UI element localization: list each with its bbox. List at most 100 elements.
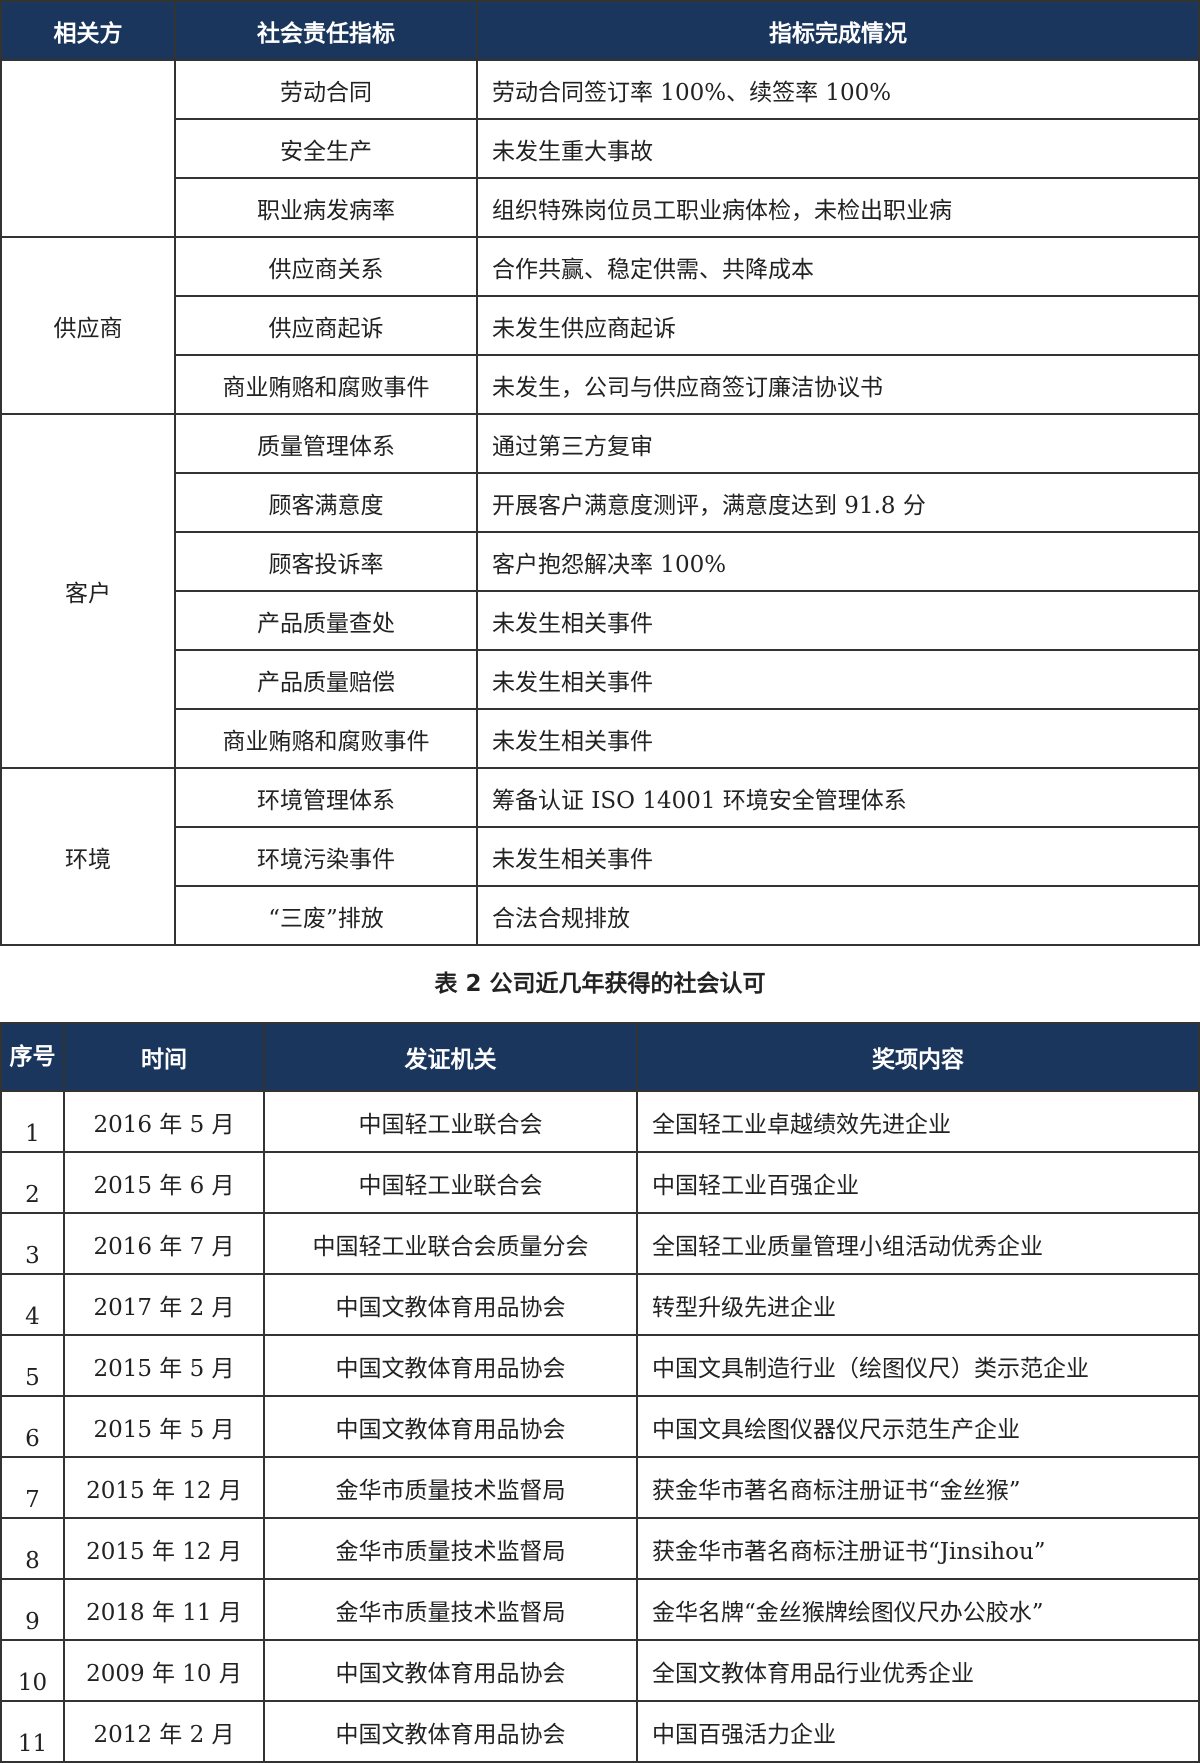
status-cell: 未发生供应商起诉	[476, 295, 1200, 356]
header-award: 奖项内容	[636, 1022, 1200, 1092]
award-cell: 金华名牌“金丝猴牌绘图仪尺办公胶水”	[636, 1578, 1200, 1641]
seq-cell: 3	[0, 1212, 65, 1275]
award-cell: 中国轻工业百强企业	[636, 1151, 1200, 1214]
table-row: 6 2015 年 5 月中国文教体育用品协会 中国文具绘图仪器仪尺示范生产企业	[0, 1395, 1200, 1458]
status-cell: 筹备认证 ISO 14001 环境安全管理体系	[476, 767, 1200, 828]
table-row: “三废”排放 合法合规排放	[1, 885, 1200, 946]
time-cell: 2015 年 6 月	[63, 1151, 265, 1214]
seq-cell: 2	[0, 1151, 65, 1214]
award-cell: 中国文具制造行业（绘图仪尺）类示范企业	[636, 1334, 1200, 1397]
time-cell: 2016 年 7 月	[63, 1212, 265, 1275]
indicator-cell: 环境管理体系	[174, 767, 478, 828]
status-cell: 通过第三方复审	[476, 413, 1200, 474]
seq-cell: 9	[0, 1578, 65, 1641]
issuer-cell: 中国文教体育用品协会	[263, 1639, 638, 1702]
table-caption: 表 2 公司近几年获得的社会认可	[434, 971, 766, 997]
status-cell: 未发生相关事件	[476, 826, 1200, 887]
status-cell: 合作共赢、稳定供需、共降成本	[476, 236, 1200, 297]
seq-cell: 5	[0, 1334, 65, 1397]
party-cell: 供应商	[0, 236, 176, 415]
time-cell: 2015 年 12 月	[63, 1456, 265, 1519]
issuer-cell: 中国轻工业联合会	[263, 1090, 638, 1153]
award-cell: 获金华市著名商标注册证书“Jinsihou”	[636, 1517, 1200, 1580]
issuer-cell: 中国文教体育用品协会	[263, 1395, 638, 1458]
time-cell: 2012 年 2 月	[63, 1700, 265, 1763]
indicator-cell: 顾客投诉率	[174, 531, 478, 592]
issuer-cell: 中国文教体育用品协会	[263, 1700, 638, 1763]
indicator-cell: 供应商起诉	[174, 295, 478, 356]
seq-cell: 6	[0, 1395, 65, 1458]
table-row: 劳动合同 劳动合同签订率 100%、续签率 100%	[0, 59, 1200, 238]
seq-cell: 1	[0, 1090, 65, 1153]
table-header-row: 序号 时间 发证机关 奖项内容	[0, 1022, 1200, 1092]
table-row: 7 2015 年 12 月金华市质量技术监督局 获金华市著名商标注册证书“金丝猴”	[0, 1456, 1200, 1519]
table-row: 环境污染事件 未发生相关事件	[1, 826, 1200, 887]
table-row: 客户 质量管理体系 通过第三方复审	[0, 413, 1200, 769]
party-cell: 环境	[0, 767, 176, 946]
indicator-cell: 商业贿赂和腐败事件	[174, 708, 478, 769]
indicator-cell: 职业病发病率	[174, 177, 478, 238]
award-cell: 获金华市著名商标注册证书“金丝猴”	[636, 1456, 1200, 1519]
table-row: 顾客满意度 开展客户满意度测评，满意度达到 91.8 分	[1, 472, 1200, 533]
table-row: 10 2009 年 10 月中国文教体育用品协会 全国文教体育用品行业优秀企业	[0, 1639, 1200, 1702]
status-cell: 组织特殊岗位员工职业病体检，未检出职业病	[476, 177, 1200, 238]
status-cell: 未发生重大事故	[476, 118, 1200, 179]
indicator-cell: 顾客满意度	[174, 472, 478, 533]
award-cell: 全国轻工业质量管理小组活动优秀企业	[636, 1212, 1200, 1275]
status-cell: 未发生相关事件	[476, 708, 1200, 769]
table-row: 安全生产 未发生重大事故	[1, 118, 1200, 179]
time-cell: 2009 年 10 月	[63, 1639, 265, 1702]
award-cell: 中国文具绘图仪器仪尺示范生产企业	[636, 1395, 1200, 1458]
seq-cell: 11	[0, 1700, 65, 1763]
table-row: 产品质量赔偿 未发生相关事件	[1, 649, 1200, 710]
table-row: 8 2015 年 12 月金华市质量技术监督局 获金华市著名商标注册证书“Jinsi…	[0, 1517, 1200, 1580]
table-row: 2 2015 年 6 月中国轻工业联合会 中国轻工业百强企业	[0, 1151, 1200, 1214]
award-cell: 全国文教体育用品行业优秀企业	[636, 1639, 1200, 1702]
seq-cell: 10	[0, 1639, 65, 1702]
seq-cell: 4	[0, 1273, 65, 1336]
status-cell: 未发生相关事件	[476, 590, 1200, 651]
table-row: 供应商 供应商关系 合作共赢、稳定供需、共降成本	[0, 236, 1200, 415]
table-row: 产品质量查处 未发生相关事件	[1, 590, 1200, 651]
social-responsibility-table: 相关方 社会责任指标 指标完成情况 劳动合同 劳动合同签订率 100%、续签率 1…	[0, 0, 1200, 946]
award-cell: 全国轻工业卓越绩效先进企业	[636, 1090, 1200, 1153]
table-row: 3 2016 年 7 月中国轻工业联合会质量分会 全国轻工业质量管理小组活动优秀企业	[0, 1212, 1200, 1275]
table-row: 9 2018 年 11 月金华市质量技术监督局 金华名牌“金丝猴牌绘图仪尺办公胶水”	[0, 1578, 1200, 1641]
header-time: 时间	[63, 1022, 265, 1092]
status-cell: 合法合规排放	[476, 885, 1200, 946]
table-row: 商业贿赂和腐败事件 未发生相关事件	[1, 708, 1200, 769]
issuer-cell: 中国轻工业联合会	[263, 1151, 638, 1214]
status-cell: 客户抱怨解决率 100%	[476, 531, 1200, 592]
table-row: 商业贿赂和腐败事件 未发生，公司与供应商签订廉洁协议书	[1, 354, 1200, 415]
time-cell: 2015 年 12 月	[63, 1517, 265, 1580]
indicator-cell: “三废”排放	[174, 885, 478, 946]
indicator-cell: 质量管理体系	[174, 413, 478, 474]
status-cell: 开展客户满意度测评，满意度达到 91.8 分	[476, 472, 1200, 533]
table-row: 11 2012 年 2 月中国文教体育用品协会 中国百强活力企业	[0, 1700, 1200, 1763]
status-cell: 未发生，公司与供应商签订廉洁协议书	[476, 354, 1200, 415]
issuer-cell: 中国轻工业联合会质量分会	[263, 1212, 638, 1275]
indicator-cell: 商业贿赂和腐败事件	[174, 354, 478, 415]
indicator-cell: 供应商关系	[174, 236, 478, 297]
table-row: 环境 环境管理体系 筹备认证 ISO 14001 环境安全管理体系	[0, 767, 1200, 946]
status-cell: 未发生相关事件	[476, 649, 1200, 710]
time-cell: 2017 年 2 月	[63, 1273, 265, 1336]
status-cell: 劳动合同签订率 100%、续签率 100%	[476, 59, 1200, 120]
indicator-cell: 环境污染事件	[174, 826, 478, 887]
indicator-cell: 产品质量查处	[174, 590, 478, 651]
party-cell	[0, 59, 176, 238]
party-cell: 客户	[0, 413, 176, 769]
table-header-row: 相关方 社会责任指标 指标完成情况	[0, 0, 1200, 61]
table-row: 1 2016 年 5 月中国轻工业联合会 全国轻工业卓越绩效先进企业	[0, 1090, 1200, 1153]
header-party: 相关方	[0, 0, 176, 61]
table-row: 5 2015 年 5 月中国文教体育用品协会 中国文具制造行业（绘图仪尺）类示范企业	[0, 1334, 1200, 1397]
award-cell: 中国百强活力企业	[636, 1700, 1200, 1763]
time-cell: 2015 年 5 月	[63, 1334, 265, 1397]
seq-cell: 7	[0, 1456, 65, 1519]
table-row: 职业病发病率 组织特殊岗位员工职业病体检，未检出职业病	[1, 177, 1200, 238]
indicator-cell: 产品质量赔偿	[174, 649, 478, 710]
table-row: 4 2017 年 2 月中国文教体育用品协会 转型升级先进企业	[0, 1273, 1200, 1336]
indicator-cell: 劳动合同	[174, 59, 478, 120]
issuer-cell: 金华市质量技术监督局	[263, 1517, 638, 1580]
table-row: 顾客投诉率 客户抱怨解决率 100%	[1, 531, 1200, 592]
